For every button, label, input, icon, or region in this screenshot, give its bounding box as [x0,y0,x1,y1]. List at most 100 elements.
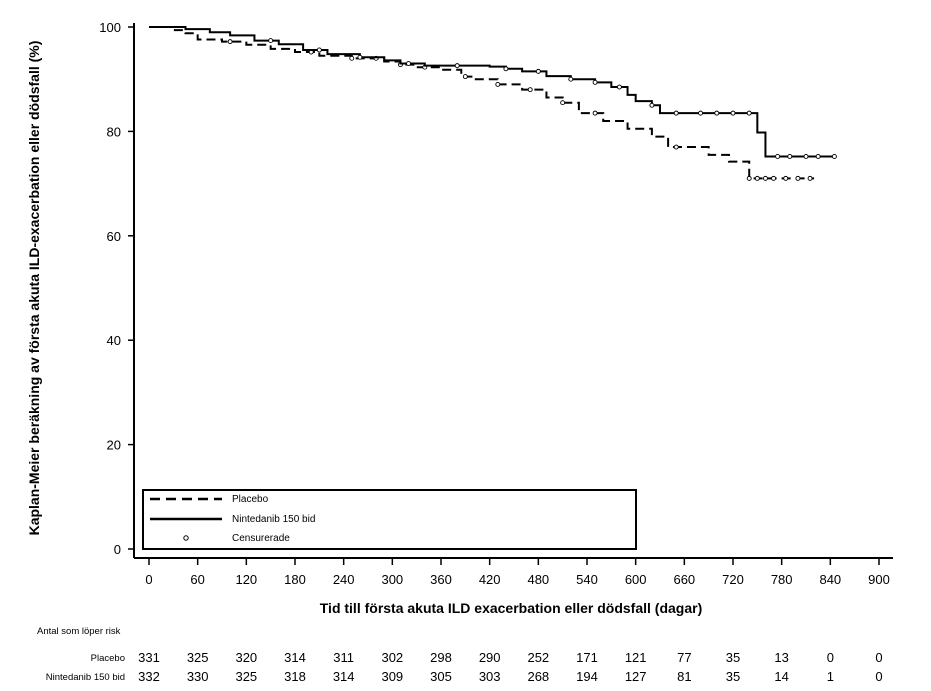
placebo-censored-marker [462,74,468,80]
y-axis-title: Kaplan-Meier beräkning av första akuta I… [26,41,42,536]
risk-cell: 35 [726,669,740,684]
x-tick-label: 180 [284,572,306,587]
legend-placebo-label: Placebo [232,494,269,505]
nintedanib-censored-marker [454,63,460,69]
risk-cell: 325 [187,650,209,665]
risk-cell: 81 [677,669,691,684]
series-layer [149,26,837,181]
risk-table-title: Antal som löper risk [37,626,121,637]
x-tick-label: 600 [625,572,647,587]
nintedanib-censored-marker [268,38,274,44]
x-tick-label: 60 [190,572,204,587]
x-tick-label: 360 [430,572,452,587]
nintedanib-curve [149,26,835,158]
placebo-censored-marker [560,100,566,106]
risk-cell: 331 [138,650,160,665]
x-tick-label: 420 [479,572,501,587]
nintedanib-censored-marker [649,102,655,108]
risk-cell: 309 [381,669,403,684]
x-tick-label: 300 [381,572,403,587]
risk-cell: 194 [576,669,598,684]
risk-cell: 314 [284,650,306,665]
placebo-censored-marker [746,175,752,181]
risk-cell: 290 [479,650,501,665]
x-tick-label: 480 [527,572,549,587]
risk-cell: 268 [527,669,549,684]
nintedanib-censored-marker [592,79,598,85]
x-tick-label: 0 [145,572,152,587]
placebo-censored-marker [227,39,233,45]
x-tick-label: 720 [722,572,744,587]
placebo-censored-marker [807,175,813,181]
nintedanib-censored-marker [775,154,781,159]
x-tick-label: 840 [819,572,841,587]
y-tick-label: 0 [114,542,121,557]
risk-cell: 77 [677,650,691,665]
nintedanib-censored-marker [316,47,322,53]
y-tick-label: 80 [107,124,121,139]
x-tick-label: 780 [771,572,793,587]
x-tick-label: 120 [235,572,257,587]
risk-row-label: Placebo [91,653,125,664]
placebo-censored-marker [349,55,355,61]
risk-cell: 252 [527,650,549,665]
nintedanib-censored-marker [357,54,363,60]
nintedanib-censored-marker [730,110,736,116]
y-tick-label: 60 [107,229,121,244]
nintedanib-censored-marker [616,84,622,90]
risk-cell: 311 [333,650,354,665]
nintedanib-censored-marker [673,110,679,116]
y-tick-label: 40 [107,333,121,348]
placebo-censored-marker [495,81,501,87]
plot-area: 0 20 40 60 80 100 0 60 120 180 240 300 360 420 480 540 6… [99,20,893,587]
nintedanib-censored-marker [535,68,541,74]
risk-cell: 314 [333,669,355,684]
risk-cell: 305 [430,669,452,684]
nintedanib-censored-marker [787,154,793,159]
placebo-censored-marker [527,87,533,93]
x-tick-label: 540 [576,572,598,587]
nintedanib-censored-marker [698,110,704,116]
x-tick-label: 900 [868,572,890,587]
risk-cell: 332 [138,669,160,684]
risk-cell: 303 [479,669,501,684]
placebo-censored-marker [795,175,801,181]
placebo-censored-marker [771,175,777,181]
risk-cell: 302 [381,650,403,665]
legend-nintedanib-label: Nintedanib 150 bid [232,514,315,525]
placebo-censored-marker [592,110,598,116]
placebo-censored-marker [783,175,789,181]
legend-censored-label: Censurerade [232,533,290,544]
risk-cell: 1 [827,669,834,684]
legend-censored-marker [183,535,189,541]
risk-cell: 330 [187,669,209,684]
nintedanib-censored-marker [831,154,837,159]
risk-cell: 14 [774,669,788,684]
risk-cell: 13 [774,650,788,665]
risk-cell: 121 [625,650,647,665]
y-tick-label: 20 [107,438,121,453]
risk-table: Placebo 331 325 320 314 311 302 298 290 252 171 121… [46,650,883,684]
x-axis-title: Tid till första akuta ILD exacerbation e… [320,600,703,616]
nintedanib-censored-marker [568,76,574,82]
nintedanib-censored-marker [406,61,412,66]
placebo-curve [149,26,815,180]
risk-cell: 171 [576,650,598,665]
risk-cell: 325 [235,669,257,684]
y-tick-label: 100 [99,20,121,35]
placebo-censored-marker [754,175,760,181]
nintedanib-censored-marker [503,66,509,72]
risk-cell: 320 [235,650,257,665]
x-tick-label: 240 [333,572,355,587]
risk-cell: 298 [430,650,452,665]
placebo-censored-marker [673,144,679,150]
legend: Placebo Nintedanib 150 bid Censurerade [142,489,637,550]
x-tick-label: 660 [673,572,695,587]
nintedanib-censored-marker [746,110,752,116]
nintedanib-censored-marker [714,110,720,116]
risk-cell: 127 [625,669,647,684]
risk-row-label: Nintedanib 150 bid [46,672,125,683]
risk-cell: 0 [875,669,882,684]
risk-cell: 318 [284,669,306,684]
